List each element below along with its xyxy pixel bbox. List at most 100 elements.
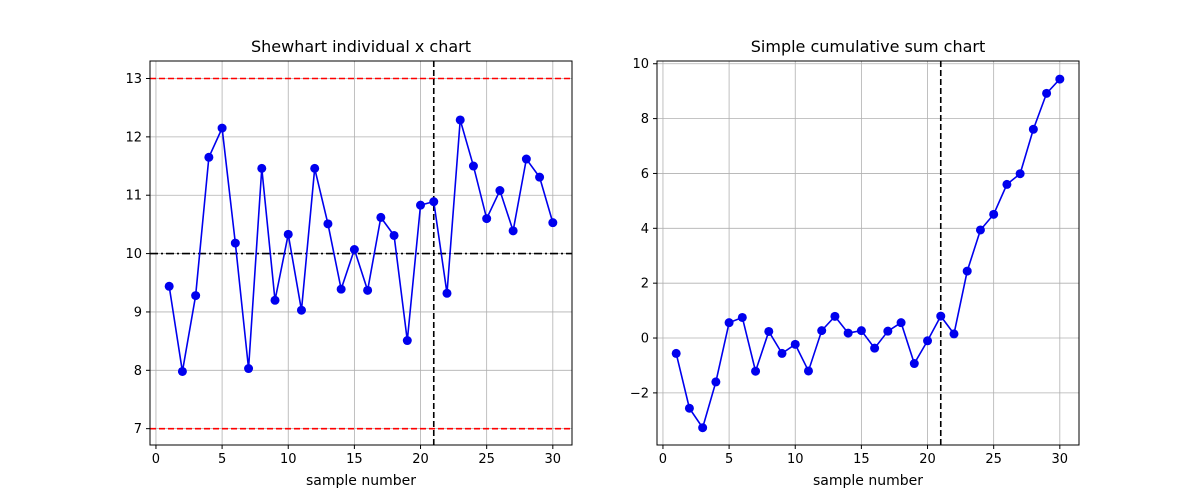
shewhart-ytick-label: 7 [134,422,142,437]
chart-shewhart: 0 5 10 15 20 25 30 7 8 9 10 11 12 13 Shewhart individ… [125,37,573,489]
cusum-data-point [830,311,840,321]
cusum-data-point [777,348,787,358]
cusum-ytick-label: 4 [641,222,649,237]
cusum-data-point [962,266,972,276]
shewhart-data-point [283,229,293,239]
shewhart-data-point [230,238,240,248]
shewhart-data-point [296,305,306,315]
shewhart-ytick-label: 11 [125,189,142,204]
shewhart-data-point [468,161,478,171]
cusum-ytick-label: 8 [641,112,649,127]
shewhart-ytick-label: 9 [134,305,142,320]
cusum-ytick-label: −2 [630,386,649,401]
shewhart-axes-frame [149,60,573,446]
cusum-data-point [975,225,985,235]
shewhart-series-line [168,119,554,372]
cusum-data-point [711,377,721,387]
shewhart-xtick-label: 20 [412,452,429,467]
shewhart-data-point [548,218,558,228]
shewhart-data-point [402,336,412,346]
cusum-data-point [883,326,893,336]
shewhart-data-point [270,295,280,305]
shewhart-ytick-label: 10 [125,247,142,262]
cusum-data-point [949,329,959,339]
cusum-data-point [1055,74,1065,84]
chart-shewhart-title: Shewhart individual x chart [251,37,471,56]
chart-shewhart-xlabel: sample number [306,473,416,489]
cusum-data-point [856,326,866,336]
cusum-xtick-label: 0 [659,452,667,467]
shewhart-xtick-label: 0 [152,452,160,467]
cusum-data-point [698,423,708,433]
shewhart-data-point [416,200,426,210]
cusum-xtick-label: 30 [1052,452,1069,467]
cusum-axes-frame [656,60,1080,446]
shewhart-data-point [455,115,465,125]
cusum-data-point [1015,169,1025,179]
cusum-data-point [843,328,853,338]
shewhart-data-point [521,154,531,164]
shewhart-data-point [349,244,359,254]
shewhart-data-point [217,123,227,133]
shewhart-ytick-label: 13 [125,72,142,87]
cusum-ytick-label: 0 [641,332,649,347]
cusum-data-point [817,326,827,336]
shewhart-data-point [442,288,452,298]
shewhart-xtick-label: 30 [545,452,562,467]
shewhart-xtick-label: 15 [346,452,363,467]
cusum-data-point [764,326,774,336]
cusum-data-point [751,366,761,376]
shewhart-data-point [495,186,505,196]
shewhart-data-point [389,230,399,240]
cusum-data-point [790,339,800,349]
chart-cusum-title: Simple cumulative sum chart [751,37,986,56]
cusum-data-point [803,366,813,376]
cusum-xtick-label: 15 [853,452,870,467]
cusum-data-point [1042,88,1052,98]
cusum-ytick-label: 6 [641,167,649,182]
shewhart-data-point [244,364,254,374]
shewhart-data-point [336,284,346,294]
shewhart-data-point [429,197,439,207]
shewhart-data-point [535,172,545,182]
shewhart-data-point [204,152,214,162]
cusum-ytick-label: 2 [641,277,649,292]
shewhart-ytick-label: 12 [125,130,142,145]
shewhart-data-point [177,366,187,376]
shewhart-ytick-label: 8 [134,364,142,379]
shewhart-data-point [482,214,492,224]
cusum-xtick-label: 20 [919,452,936,467]
cusum-series-line [675,78,1061,430]
cusum-data-point [936,311,946,321]
cusum-xtick-label: 10 [787,452,804,467]
cusum-data-point [923,336,933,346]
chart-shewhart-marks: 0 5 10 15 20 25 30 7 8 9 10 11 12 13 [125,60,573,467]
cusum-data-point [737,312,747,322]
cusum-ytick-label: 10 [632,57,649,72]
cusum-data-point [896,318,906,328]
shewhart-data-point [508,226,518,236]
shewhart-data-point [376,212,386,222]
cusum-data-point [724,318,734,328]
cusum-data-point [1002,179,1012,189]
shewhart-data-point [323,219,333,229]
shewhart-xtick-label: 25 [478,452,495,467]
shewhart-data-point [191,291,201,301]
shewhart-xtick-label: 5 [218,452,226,467]
cusum-data-point [1028,124,1038,134]
shewhart-data-point [164,281,174,291]
cusum-data-point [909,359,919,369]
shewhart-data-point [363,285,373,295]
cusum-xtick-label: 25 [985,452,1002,467]
shewhart-xtick-label: 10 [280,452,297,467]
shewhart-data-point [257,163,267,173]
cusum-data-point [671,348,681,358]
cusum-data-point [989,209,999,219]
chart-cusum: 0 5 10 15 20 25 30 −2 0 2 4 6 8 10 Simple cumulative … [630,37,1080,489]
chart-cusum-marks: 0 5 10 15 20 25 30 −2 0 2 4 6 8 10 [630,57,1080,467]
cusum-xtick-label: 5 [725,452,733,467]
cusum-data-point [684,403,694,413]
chart-cusum-xlabel: sample number [813,473,923,489]
cusum-data-point [870,343,880,353]
